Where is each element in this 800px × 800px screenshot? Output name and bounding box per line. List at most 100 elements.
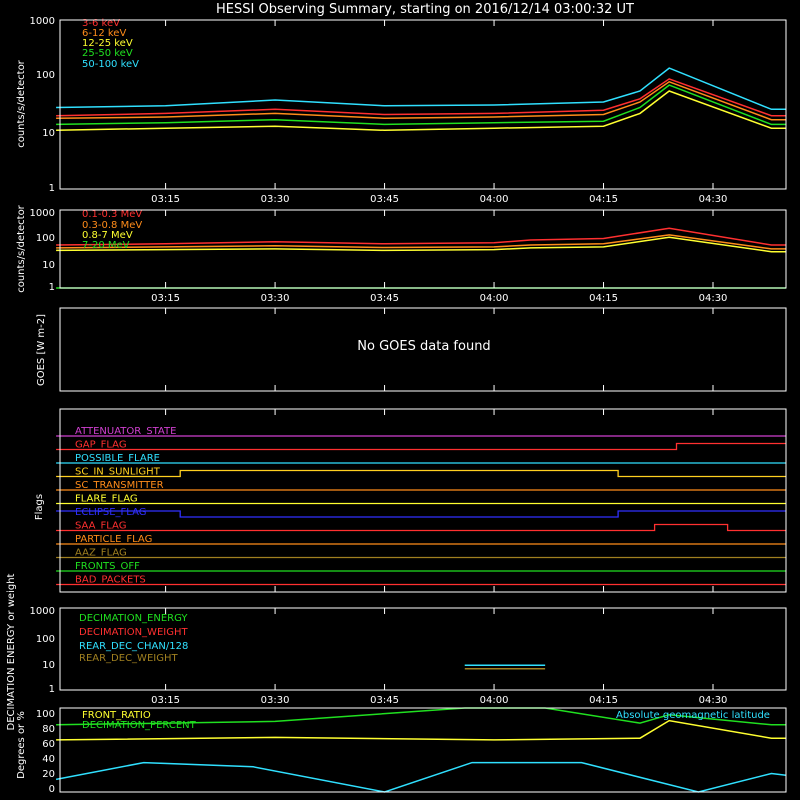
panel-1-ylabel: counts/s/detector bbox=[16, 59, 27, 147]
panel-6-ytick: 40 bbox=[42, 754, 55, 765]
x-tick-label: 04:15 bbox=[589, 194, 618, 205]
panel-5-yticks: 1 10 100 1000 bbox=[30, 606, 55, 695]
panel-4-frame bbox=[59, 408, 787, 593]
panel-low-energy: counts/s/detector 1 10 100 1000 3-6 keV … bbox=[16, 16, 787, 205]
panel-2-ylabel: counts/s/detector bbox=[16, 204, 27, 292]
panel-5-ylabel-text: DECIMATION ENERGY or weight bbox=[6, 573, 17, 730]
panel-1-series bbox=[56, 67, 786, 132]
panel-6-ytick: 100 bbox=[36, 709, 55, 720]
x-tick-label: 03:30 bbox=[261, 293, 290, 304]
panel-6-yticks: 0 20 40 60 80 100 bbox=[36, 709, 55, 795]
legend-0-1-0-3-mev: 0.1-0.3 MeV bbox=[82, 209, 142, 220]
panel-5-ylabel: DECIMATION ENERGY or weight bbox=[6, 573, 17, 730]
series-line-50-100-kev bbox=[56, 67, 786, 111]
flag-line-saa-flag bbox=[56, 523, 786, 532]
panel-4-xticks bbox=[165, 409, 714, 592]
panel-1-ytick: 1 bbox=[49, 183, 55, 194]
panel-2-ytick: 10 bbox=[42, 260, 55, 271]
x-tick-label: 03:15 bbox=[151, 695, 180, 706]
x-tick-label: 04:30 bbox=[699, 695, 728, 706]
panel-2-series bbox=[56, 227, 786, 289]
flag-line-gap-flag bbox=[56, 442, 786, 451]
x-tick-label: 03:45 bbox=[370, 293, 399, 304]
panel-ratio-latitude: Degrees or % 0 20 40 60 80 100 FRONT_RAT… bbox=[16, 707, 787, 795]
panel-2-legend: 0.1-0.3 MeV 0.3-0.8 MeV 0.8-7 MeV 7-20 M… bbox=[82, 209, 142, 251]
x-tick-label: 03:30 bbox=[261, 695, 290, 706]
legend-0-8-7-mev: 0.8-7 MeV bbox=[82, 230, 133, 241]
panel-5-frame bbox=[59, 607, 787, 691]
panel-3-xticks bbox=[165, 308, 714, 391]
panel-5-ytick: 100 bbox=[36, 634, 55, 645]
panel-1-yticks: 1 10 100 1000 bbox=[30, 16, 55, 194]
flag-label-bad-packets: BAD_PACKETS bbox=[75, 575, 146, 586]
flag-label-possible-flare: POSSIBLE_FLARE bbox=[75, 453, 160, 464]
x-tick-label: 04:30 bbox=[699, 293, 728, 304]
legend-decimation-weight: DECIMATION_WEIGHT bbox=[79, 627, 188, 638]
legend-25-50-kev: 25-50 keV bbox=[82, 48, 133, 59]
series-line-absolute-geomagnetic-latitude bbox=[55, 761, 787, 793]
series-line-0-8-7-mev bbox=[56, 236, 786, 253]
x-tick-label: 03:45 bbox=[370, 194, 399, 205]
panel-flags: Flags ATTENUATOR_STATE GAP_FLAG POSSIBLE_F… bbox=[34, 408, 787, 593]
flag-label-saa-flag: SAA_FLAG bbox=[75, 521, 126, 532]
panel-4-flag-lines bbox=[56, 435, 786, 586]
flag-line-eclipse-flag bbox=[56, 510, 786, 518]
panel-5-ytick: 10 bbox=[42, 660, 55, 671]
legend-0-3-0-8-mev: 0.3-0.8 MeV bbox=[82, 220, 142, 231]
flag-line-sc-in-sunlight bbox=[56, 469, 786, 478]
x-tick-label: 04:00 bbox=[480, 293, 509, 304]
x-tick-label: 04:30 bbox=[699, 194, 728, 205]
series-line-decimation-percent bbox=[56, 707, 786, 726]
panel-6-ytick: 80 bbox=[42, 724, 55, 735]
panel-5-ytick: 1000 bbox=[30, 606, 55, 617]
flag-label-flare-flag: FLARE_FLAG bbox=[75, 494, 138, 505]
flag-label-fronts-off: FRONTS_OFF bbox=[75, 561, 140, 572]
x-tick-label: 04:00 bbox=[480, 695, 509, 706]
legend-rear-dec-weight: REAR_DEC_WEIGHT bbox=[79, 653, 178, 664]
x-tick-label: 03:30 bbox=[261, 194, 290, 205]
panel-1-ytick: 1000 bbox=[30, 16, 55, 27]
panel-3-ylabel: GOES [W m-2] bbox=[36, 314, 47, 386]
x-tick-label: 04:00 bbox=[480, 194, 509, 205]
panel-6-ytick: 60 bbox=[42, 739, 55, 750]
panel-2-yticks: 1 10 100 1000 bbox=[30, 208, 55, 293]
legend-rear-dec-chan: REAR_DEC_CHAN/128 bbox=[79, 641, 188, 652]
legend-3-6-kev: 3-6 keV bbox=[82, 18, 120, 29]
x-tick-label: 03:15 bbox=[151, 194, 180, 205]
flag-label-sc-transmitter: SC_TRANSMITTER bbox=[75, 480, 164, 491]
panel-5-series bbox=[464, 664, 546, 670]
panel-3-frame bbox=[59, 307, 787, 392]
panel-5-ytick: 1 bbox=[49, 684, 55, 695]
panel-6-ytick: 0 bbox=[49, 784, 55, 795]
panel-6-series bbox=[55, 707, 787, 793]
flag-label-attenuator-state: ATTENUATOR_STATE bbox=[75, 426, 176, 437]
panel-1-xticks: 03:15 03:30 03:45 04:00 04:15 04:30 bbox=[151, 20, 727, 205]
panel-6-legend: FRONT_RATIO DECIMATION_PERCENT Absolute … bbox=[82, 710, 770, 731]
panel-5-xticks: 03:15 03:30 03:45 04:00 04:15 04:30 bbox=[151, 608, 727, 706]
panel-5-legend: DECIMATION_ENERGY DECIMATION_WEIGHT REAR… bbox=[79, 613, 188, 664]
legend-front-ratio: FRONT_RATIO bbox=[82, 710, 151, 721]
panel-1-legend: 3-6 keV 6-12 keV 12-25 keV 25-50 keV 50-… bbox=[82, 18, 139, 70]
series-line-0-1-0-3-mev bbox=[56, 227, 786, 246]
panel-decimation: DECIMATION ENERGY or weight 1 10 100 100… bbox=[6, 573, 787, 730]
panel-2-ytick: 1 bbox=[49, 282, 55, 293]
x-tick-label: 03:45 bbox=[370, 695, 399, 706]
panel-2-ytick: 1000 bbox=[30, 208, 55, 219]
series-line-25-50-kev bbox=[56, 84, 786, 126]
goes-no-data-message: No GOES data found bbox=[357, 339, 490, 354]
x-tick-label: 03:15 bbox=[151, 293, 180, 304]
panel-4-legend: ATTENUATOR_STATE GAP_FLAG POSSIBLE_FLARE SC… bbox=[75, 426, 176, 586]
legend-12-25-kev: 12-25 keV bbox=[82, 38, 133, 49]
flag-label-gap-flag: GAP_FLAG bbox=[75, 440, 127, 451]
panel-4-ylabel: Flags bbox=[34, 494, 45, 520]
series-line-6-12-kev bbox=[56, 80, 786, 121]
legend-geomagnetic-latitude: Absolute geomagnetic latitude bbox=[616, 710, 770, 721]
x-tick-label: 04:15 bbox=[589, 695, 618, 706]
series-line-front-ratio bbox=[56, 719, 786, 741]
legend-7-20-mev: 7-20 MeV bbox=[82, 240, 130, 251]
panel-6-ylabel: Degrees or % bbox=[16, 711, 27, 779]
panel-6-frame bbox=[59, 707, 787, 793]
legend-decimation-percent: DECIMATION_PERCENT bbox=[82, 720, 197, 731]
panel-1-ytick: 10 bbox=[42, 128, 55, 139]
panel-goes: GOES [W m-2] No GOES data found bbox=[36, 307, 787, 392]
